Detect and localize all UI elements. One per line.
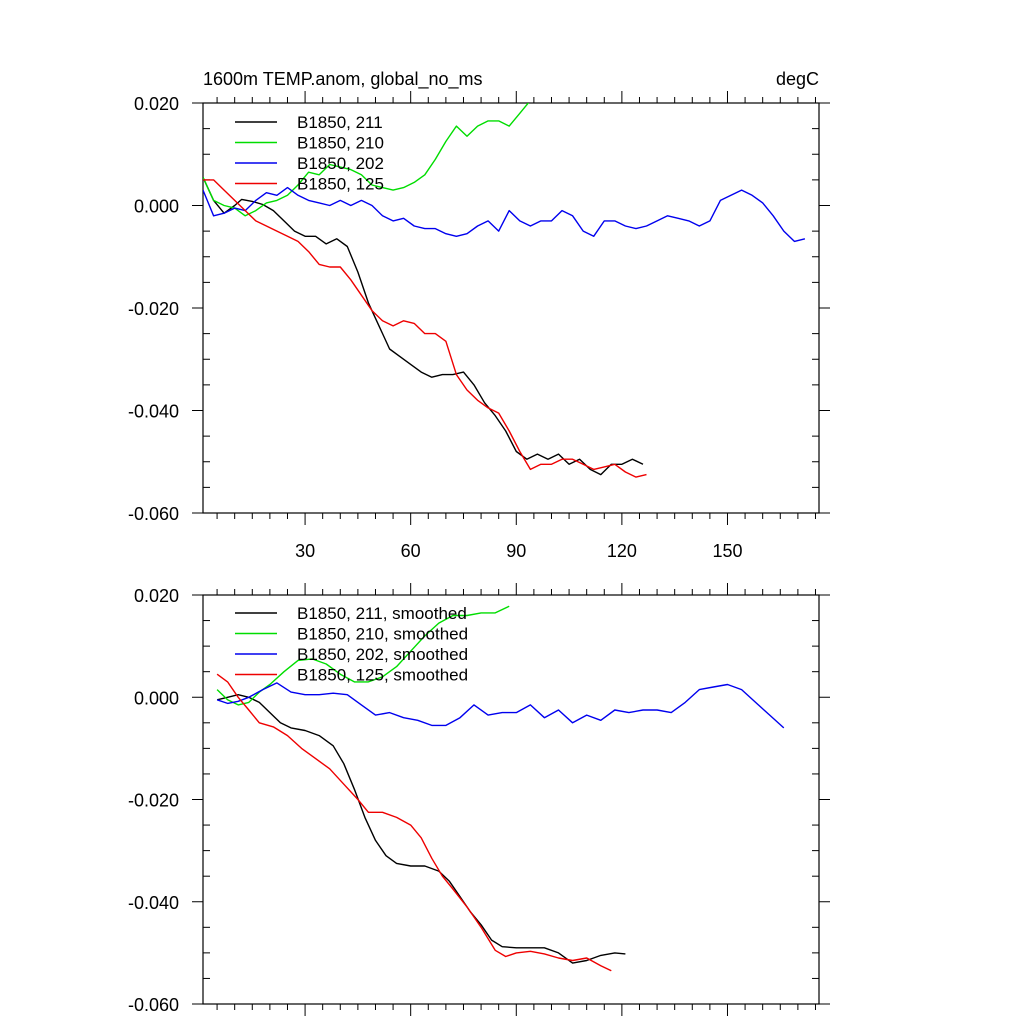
x-tick-label: 30 (295, 541, 315, 561)
series-line-1 (216, 694, 626, 964)
series-line-2 (203, 103, 530, 217)
y-tick-label: -0.020 (128, 299, 179, 319)
y-tick-label: 0.000 (134, 197, 179, 217)
y-tick-label: 0.020 (134, 94, 179, 114)
legend: B1850, 211, smoothed B1850, 210, smoothed… (235, 604, 468, 685)
legend-label-3: B1850, 202, smoothed (297, 645, 468, 664)
legend-label-4: B1850, 125 (297, 175, 384, 194)
x-tick-label: 150 (712, 541, 742, 561)
y-tick-label: 0.020 (134, 586, 179, 606)
series-group (203, 103, 806, 478)
y-tick-label: 0.000 (134, 688, 179, 708)
series-line-3 (216, 682, 785, 729)
panel-2: 0.020 0.000 -0.020 -0.040 -0.060 B1850, 211, … (128, 583, 830, 1016)
y-tick-label: -0.040 (128, 893, 179, 913)
y-tick-label: -0.020 (128, 791, 179, 811)
y-tick-label: -0.060 (128, 995, 179, 1015)
legend-label-2: B1850, 210, smoothed (297, 625, 468, 644)
x-tick-label: 60 (401, 541, 421, 561)
x-tick-label: 90 (506, 541, 526, 561)
series-line-4 (216, 673, 612, 972)
series-line-3 (203, 186, 806, 243)
chart-title: 1600m TEMP.anom, global_no_ms (203, 69, 483, 90)
plot-frame (202, 102, 820, 514)
legend-label-1: B1850, 211 (297, 113, 383, 132)
x-tick-label: 120 (607, 541, 637, 561)
y-tick-label: -0.040 (128, 402, 179, 422)
series-line-1 (203, 177, 644, 476)
legend-label-3: B1850, 202 (297, 154, 384, 173)
chart-units: degC (776, 69, 819, 89)
plot-frame (202, 594, 820, 1005)
legend-label-2: B1850, 210 (297, 134, 384, 153)
series-group (216, 605, 785, 972)
legend-label-4: B1850, 125, smoothed (297, 666, 468, 685)
legend-label-1: B1850, 211, smoothed (297, 604, 467, 623)
panel-1: 1600m TEMP.anom, global_no_ms degC 30 60 90 1… (128, 69, 830, 561)
series-line-2 (216, 605, 510, 706)
panels: 1600m TEMP.anom, global_no_ms degC 30 60 90 1… (128, 69, 830, 1016)
series-line-4 (203, 179, 647, 478)
y-tick-label: -0.060 (128, 504, 179, 524)
